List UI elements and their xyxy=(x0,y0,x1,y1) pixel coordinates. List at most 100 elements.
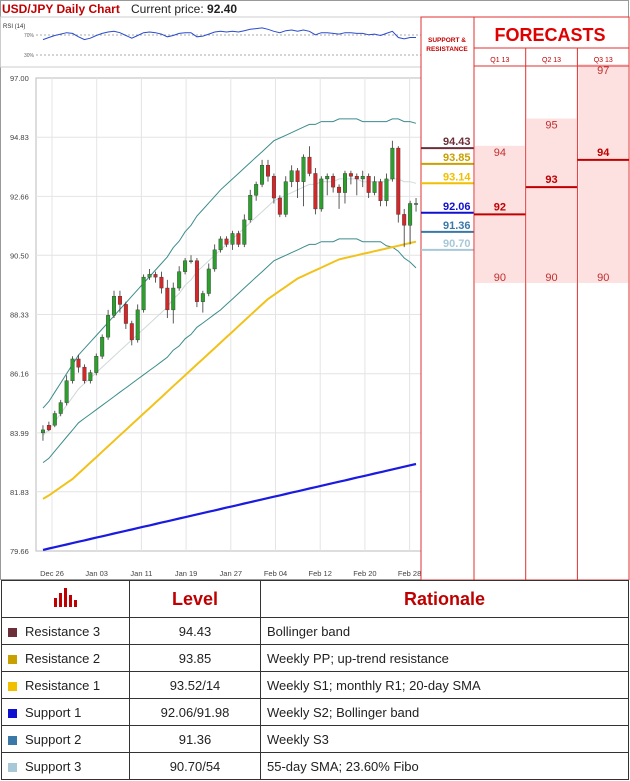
candle-body xyxy=(123,304,128,324)
forecast-range xyxy=(526,118,577,283)
sma200-line xyxy=(42,462,417,551)
candle-body xyxy=(307,156,312,174)
candle-body xyxy=(141,276,146,311)
row-name-text: Support 3 xyxy=(25,758,82,774)
candle-body xyxy=(171,287,176,311)
y-tick-label: 79.66 xyxy=(10,547,29,556)
candle-body xyxy=(230,233,235,245)
y-tick-label: 86.16 xyxy=(10,370,29,379)
candle-body xyxy=(384,178,389,201)
candle-body xyxy=(52,413,57,426)
row-rationale: Weekly PP; up-trend resistance xyxy=(260,644,629,672)
y-tick-label: 81.83 xyxy=(10,488,29,497)
row-level: 91.36 xyxy=(129,725,261,753)
candle-body xyxy=(343,173,347,193)
x-tick-label: Feb 20 xyxy=(353,569,376,578)
x-tick-label: Jan 11 xyxy=(130,569,152,578)
candle-body xyxy=(194,260,199,302)
forecast-low: 90 xyxy=(597,272,609,284)
y-tick-label: 97.00 xyxy=(10,74,29,83)
row-name: Support 2 xyxy=(1,725,130,753)
row-level: 90.70/54 xyxy=(129,752,261,780)
y-tick-label: 88.33 xyxy=(10,311,29,320)
candle-body xyxy=(153,274,158,278)
row-level: 94.43 xyxy=(129,617,261,645)
row-name: Resistance 3 xyxy=(1,617,130,645)
candle-body xyxy=(183,260,188,272)
forecast-high: 94 xyxy=(494,147,506,159)
candle-body xyxy=(331,176,336,188)
candle-body xyxy=(354,176,359,180)
candle-body xyxy=(325,176,330,180)
x-tick-label: Feb 04 xyxy=(264,569,287,578)
candle-body xyxy=(277,197,282,215)
forecasts-title: FORECASTS xyxy=(494,25,605,45)
candle-body xyxy=(408,203,413,226)
sma55-line xyxy=(42,240,417,500)
bollinger-upper xyxy=(42,118,417,409)
candle-body xyxy=(271,176,276,199)
x-tick-label: Jan 27 xyxy=(220,569,243,578)
candle-body xyxy=(135,309,140,341)
x-tick-label: Dec 26 xyxy=(40,569,64,578)
y-tick-label: 90.50 xyxy=(10,251,29,260)
current-price: Current price: 92.40 xyxy=(131,2,237,16)
candle-body xyxy=(242,219,247,245)
candle-body xyxy=(46,425,51,431)
table-header-row: Level Rationale xyxy=(1,580,629,618)
candle-body xyxy=(129,323,134,341)
row-name-text: Support 2 xyxy=(25,731,82,747)
row-rationale: 55-day SMA; 23.60% Fibo xyxy=(260,752,629,780)
table-row: Resistance 3 94.43 Bollinger band xyxy=(1,617,629,645)
forecast-low: 90 xyxy=(545,272,557,284)
candle-body xyxy=(378,181,383,201)
candle-body xyxy=(112,296,116,316)
bar-chart-icon xyxy=(53,587,77,607)
table-row: Support 2 91.36 Weekly S3 xyxy=(1,725,629,753)
candle-body xyxy=(313,173,318,210)
table-row: Support 3 90.70/54 55-day SMA; 23.60% Fibo xyxy=(1,752,629,780)
bollinger-lower xyxy=(42,238,417,464)
candle-body xyxy=(260,165,265,185)
rsi-label: RSI (14) xyxy=(3,24,25,30)
level-swatch xyxy=(8,654,17,664)
sr-level-label: 90.70 xyxy=(443,238,471,250)
candle-body xyxy=(64,380,69,403)
forecast-low: 90 xyxy=(494,272,506,284)
forecast-mid: 93 xyxy=(545,174,557,186)
level-swatch xyxy=(8,627,17,637)
level-swatch xyxy=(8,762,17,772)
candle-body xyxy=(402,214,407,226)
rsi-line xyxy=(42,27,416,41)
candle-body xyxy=(40,429,45,434)
row-name: Resistance 2 xyxy=(1,644,130,672)
candle-body xyxy=(177,271,182,289)
level-swatch xyxy=(8,735,17,745)
x-tick-label: Feb 28 xyxy=(398,569,421,578)
x-tick-label: Jan 03 xyxy=(85,569,108,578)
row-name-text: Resistance 1 xyxy=(25,677,101,693)
candle-body xyxy=(414,203,419,205)
sma20-line xyxy=(42,178,417,436)
row-name-text: Support 1 xyxy=(25,704,82,720)
forecast-mid: 92 xyxy=(494,201,506,213)
current-price-label: Current price: xyxy=(131,2,204,16)
candle-body xyxy=(117,296,122,305)
rsi-level-70: 70% xyxy=(24,33,35,39)
sr-level-label: 93.85 xyxy=(443,152,471,164)
candle-body xyxy=(360,176,365,180)
table-row: Support 1 92.06/91.98 Weekly S2; Bollinger… xyxy=(1,698,629,726)
candle-body xyxy=(283,181,288,215)
candle-body xyxy=(159,276,164,289)
y-tick-label: 94.83 xyxy=(10,133,29,142)
chart-svg: RSI (14) 70% 30% 79.66 81.83 83.99 86.16 88.33 9… xyxy=(0,0,630,580)
forecast-col-label: Q3 13 xyxy=(594,57,613,64)
rsi-level-30: 30% xyxy=(24,53,35,59)
candle-body xyxy=(82,366,87,381)
row-name: Resistance 1 xyxy=(1,671,130,699)
candle-body xyxy=(94,356,99,373)
forecast-high: 95 xyxy=(545,120,557,132)
row-rationale: Weekly S2; Bollinger band xyxy=(260,698,629,726)
candle-body xyxy=(366,176,371,193)
